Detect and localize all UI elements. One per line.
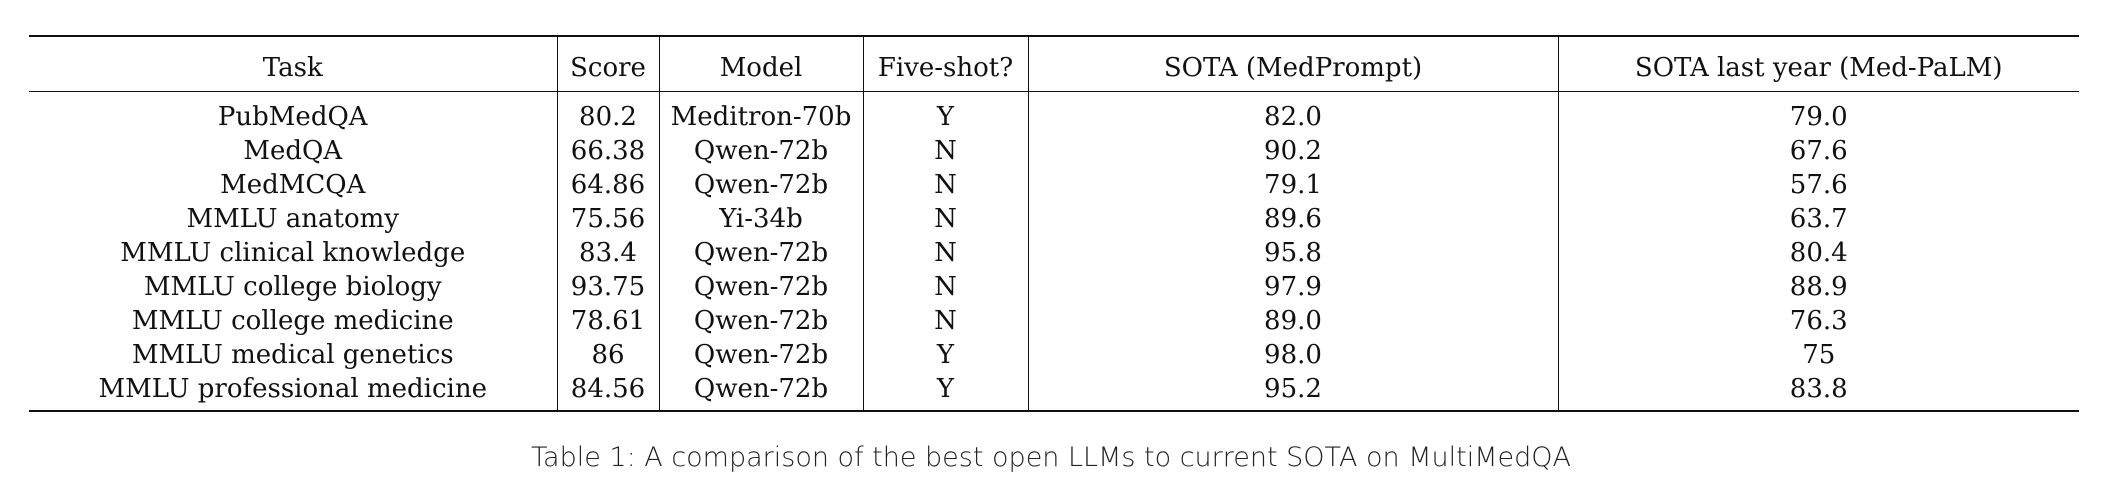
table-row: MedQA 66.38 Qwen-72b N 90.2 67.6 <box>29 134 2079 168</box>
cell-five-shot: N <box>862 202 1028 236</box>
header-model: Model <box>658 36 863 92</box>
cell-sota-medprompt: 90.2 <box>1027 134 1558 168</box>
cell-score: 64.86 <box>556 168 659 202</box>
cell-sota-medprompt: 89.6 <box>1027 202 1558 236</box>
cell-score: 93.75 <box>556 270 659 304</box>
cell-five-shot: N <box>862 236 1028 270</box>
table-caption: Table 1: A comparison of the best open L… <box>531 442 1571 473</box>
table-row: MMLU college medicine 78.61 Qwen-72b N 8… <box>29 304 2079 338</box>
table-row: MMLU medical genetics 86 Qwen-72b Y 98.0… <box>29 338 2079 372</box>
cell-sota-medprompt: 79.1 <box>1027 168 1558 202</box>
cell-sota-last-year: 75 <box>1557 338 2079 372</box>
cell-sota-last-year: 57.6 <box>1557 168 2079 202</box>
cell-model: Qwen-72b <box>658 338 863 372</box>
cell-sota-last-year: 67.6 <box>1557 134 2079 168</box>
cell-sota-last-year: 63.7 <box>1557 202 2079 236</box>
cell-five-shot: N <box>862 304 1028 338</box>
header-five-shot: Five-shot? <box>862 36 1028 92</box>
cell-sota-medprompt: 98.0 <box>1027 338 1558 372</box>
cell-sota-medprompt: 97.9 <box>1027 270 1558 304</box>
cell-five-shot: N <box>862 134 1028 168</box>
cell-model: Qwen-72b <box>658 372 863 411</box>
comparison-table-container: Task Score Model Five-shot? SOTA (MedPro… <box>29 35 2079 412</box>
cell-model: Qwen-72b <box>658 236 863 270</box>
cell-model: Yi-34b <box>658 202 863 236</box>
cell-score: 84.56 <box>556 372 659 411</box>
cell-five-shot: Y <box>862 338 1028 372</box>
cell-sota-last-year: 79.0 <box>1557 91 2079 134</box>
cell-score: 66.38 <box>556 134 659 168</box>
table-row: MMLU college biology 93.75 Qwen-72b N 97… <box>29 270 2079 304</box>
table-row: MedMCQA 64.86 Qwen-72b N 79.1 57.6 <box>29 168 2079 202</box>
header-sota-medprompt: SOTA (MedPrompt) <box>1027 36 1558 92</box>
cell-task: MMLU clinical knowledge <box>120 238 466 268</box>
table-row: PubMedQA 80.2 Meditron-70b Y 82.0 79.0 <box>29 91 2079 134</box>
cell-five-shot: Y <box>862 372 1028 411</box>
cell-task: PubMedQA <box>29 91 557 134</box>
cell-five-shot: N <box>862 270 1028 304</box>
cell-score: 83.4 <box>556 236 659 270</box>
cell-sota-last-year: 83.8 <box>1557 372 2079 411</box>
cell-sota-medprompt: 82.0 <box>1027 91 1558 134</box>
cell-model: Meditron-70b <box>658 91 863 134</box>
comparison-table: Task Score Model Five-shot? SOTA (MedPro… <box>29 35 2079 412</box>
cell-score: 78.61 <box>556 304 659 338</box>
table-row: MMLU anatomy 75.56 Yi-34b N 89.6 63.7 <box>29 202 2079 236</box>
table-header-row: Task Score Model Five-shot? SOTA (MedPro… <box>29 36 2079 92</box>
cell-task: MMLU anatomy <box>186 204 399 234</box>
cell-model: Qwen-72b <box>658 168 863 202</box>
cell-model: Qwen-72b <box>658 134 863 168</box>
cell-score: 75.56 <box>556 202 659 236</box>
header-score: Score <box>556 36 659 92</box>
table-row: MMLU clinical knowledge 83.4 Qwen-72b N … <box>29 236 2079 270</box>
cell-task: MMLU college biology <box>143 272 442 302</box>
cell-task: MedMCQA <box>220 170 366 200</box>
cell-five-shot: Y <box>862 91 1028 134</box>
cell-model: Qwen-72b <box>658 304 863 338</box>
cell-sota-last-year: 80.4 <box>1557 236 2079 270</box>
table-row: MMLU professional medicine 84.56 Qwen-72… <box>29 372 2079 411</box>
cell-score: 86 <box>556 338 659 372</box>
table-body: PubMedQA 80.2 Meditron-70b Y 82.0 79.0 M… <box>29 91 2079 411</box>
cell-task: MMLU college medicine <box>131 306 454 336</box>
cell-five-shot: N <box>862 168 1028 202</box>
cell-task: MedQA <box>243 136 343 166</box>
header-task: Task <box>29 36 557 92</box>
cell-task: MMLU professional medicine <box>98 374 488 404</box>
cell-sota-medprompt: 95.8 <box>1027 236 1558 270</box>
cell-sota-last-year: 88.9 <box>1557 270 2079 304</box>
cell-sota-medprompt: 89.0 <box>1027 304 1558 338</box>
header-sota-last-year: SOTA last year (Med-PaLM) <box>1557 36 2079 92</box>
cell-task: MMLU medical genetics <box>131 340 454 370</box>
cell-score: 80.2 <box>556 91 659 134</box>
cell-model: Qwen-72b <box>658 270 863 304</box>
cell-sota-medprompt: 95.2 <box>1027 372 1558 411</box>
cell-sota-last-year: 76.3 <box>1557 304 2079 338</box>
